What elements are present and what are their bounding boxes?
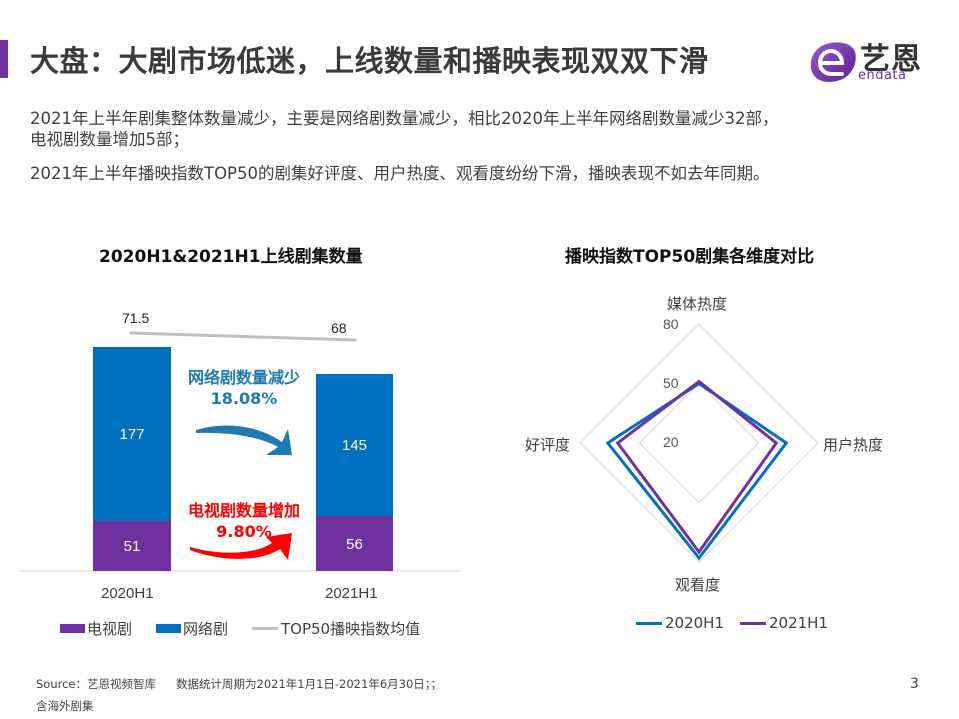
bar-value-2020-tv: 51 [123,538,141,555]
bar-2021-tv [316,516,393,571]
legend-web-swatch [156,624,181,633]
summary-line-1: 2021年上半年剧集整体数量减少，主要是网络剧数量减少，相比2020年上半年网络… [30,109,779,128]
legend-avg-swatch [252,627,278,630]
logo-text-en: endata [858,68,907,83]
annotation-web-title: 网络剧数量减少 [187,368,300,387]
footer-note: 含海外剧集 [36,699,94,713]
bar-value-2020-web: 177 [119,426,145,443]
bar-2020-web [93,347,171,521]
annotation-tv-title: 电视剧数量增加 [187,501,300,520]
logo-text-cn: 艺恩 [860,42,922,77]
radar-ring-80 [579,323,819,563]
increase-arrow-icon [190,533,292,560]
radar-series-2020h1 [605,381,789,561]
radar-axis-user-heat: 用户热度 [823,436,884,454]
avg-line [129,331,357,342]
legend-tv-swatch [60,624,85,633]
bar-value-2021-tv: 56 [346,536,363,553]
endata-logo: 艺恩 endata [806,38,926,86]
right-chart-title: 播映指数TOP50剧集各维度对比 [565,247,815,267]
bar-value-2021-web: 145 [341,437,368,454]
footer-source: Source：艺恩视频智库 [36,677,156,691]
annotation-web-decrease: 网络剧数量减少 18.08% [176,367,312,409]
page-number: 3 [910,676,919,692]
radar-axis-viewing: 观看度 [675,576,721,594]
decrease-arrow-icon [196,425,292,455]
legend-2020h1-swatch [636,621,662,625]
legend-tv: 电视剧 [60,618,132,639]
summary-line-3: 2021年上半年播映指数TOP50的剧集好评度、用户热度、观看度纷纷下滑，播映表… [30,164,770,183]
legend-2021h1: 2021H1 [740,614,828,632]
radar-tick-20: 20 [663,434,679,450]
legend-tv-label: 电视剧 [87,620,133,638]
summary-line-2: 电视剧数量增加5部； [30,130,189,149]
bar-2020-tv [93,521,171,571]
title-accent-bar [0,40,8,78]
bar-2021-web [316,374,393,516]
legend-avg-label: TOP50播映指数均值 [281,620,421,638]
legend-web-label: 网络剧 [183,620,229,638]
avg-value-2020: 71.5 [122,310,150,326]
legend-avg: TOP50播映指数均值 [252,618,420,639]
radar-series-2021h1 [615,379,779,555]
left-chart-graphics [20,331,460,572]
radar-axis-media-heat: 媒体热度 [667,295,728,313]
x-label-2020h1: 2020H1 [101,585,154,602]
legend-2020h1: 2020H1 [636,614,724,632]
legend-2021h1-swatch [740,621,766,625]
endata-logo-icon [810,42,856,82]
x-label-2021h1: 2021H1 [325,585,378,602]
annotation-tv-pct: 9.80% [216,522,272,541]
radar-tick-80: 80 [663,316,679,332]
annotation-tv-increase: 电视剧数量增加 9.80% [176,500,312,542]
left-chart-title: 2020H1&2021H1上线剧集数量 [99,247,363,267]
legend-2021h1-label: 2021H1 [769,614,828,632]
avg-value-2021: 68 [331,320,347,336]
annotation-web-pct: 18.08% [210,389,278,408]
radar-axis-rating: 好评度 [525,436,571,454]
footer-period: 数据统计周期为2021年1月1日-2021年6月30日；； [176,677,443,691]
radar-tick-50: 50 [663,375,679,391]
page-title: 大盘：大剧市场低迷，上线数量和播映表现双双下滑 [30,44,709,78]
radar-ring-50 [638,382,760,504]
legend-2020h1-label: 2020H1 [665,614,724,632]
legend-web: 网络剧 [156,618,228,639]
